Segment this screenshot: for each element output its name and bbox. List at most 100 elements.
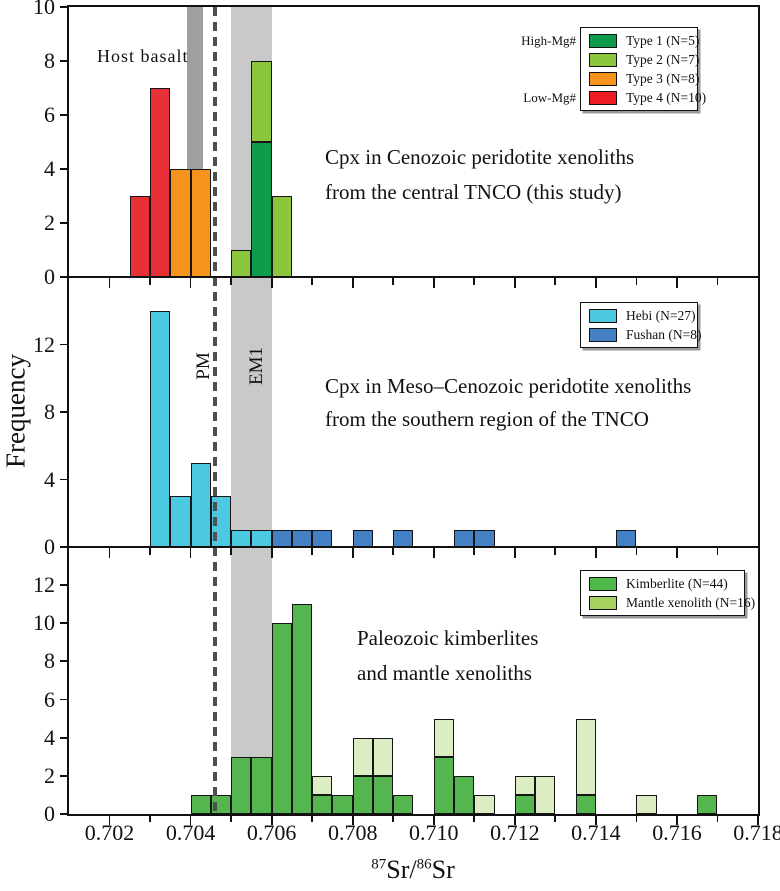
y-axis-tick-label: 2 bbox=[44, 762, 55, 788]
legend-item: Kimberlite (N=44) bbox=[589, 576, 728, 591]
histogram-bar bbox=[514, 794, 536, 814]
x-axis-minor-tick bbox=[392, 278, 395, 285]
y-axis-tick bbox=[60, 343, 69, 346]
legend-swatch bbox=[589, 327, 617, 342]
panel-annotation: and mantle xenoliths bbox=[357, 661, 532, 685]
legend-label: Type 2 (N=7) bbox=[626, 52, 700, 67]
y-axis-tick-label: 4 bbox=[44, 466, 55, 492]
x-axis-major-tick bbox=[513, 278, 516, 288]
x-axis-title-superscript-86: 86 bbox=[416, 856, 432, 873]
x-axis-major-tick bbox=[189, 548, 192, 558]
legend-item: Type 3 (N=8) bbox=[589, 71, 699, 86]
y-axis-tick-label: 0 bbox=[44, 801, 55, 826]
histogram-bar bbox=[454, 775, 475, 814]
y-axis-tick bbox=[60, 411, 69, 413]
y-axis-tick-label: 12 bbox=[33, 331, 55, 357]
legend-label: Type 3 (N=8) bbox=[626, 71, 700, 86]
y-axis-tick bbox=[60, 660, 69, 663]
panel-annotation: Paleozoic kimberlites bbox=[357, 626, 539, 650]
histogram-bar bbox=[190, 794, 211, 814]
legend-label: Fushan (N=8) bbox=[626, 327, 702, 342]
x-axis-major-tick bbox=[189, 815, 192, 825]
x-axis-minor-tick bbox=[716, 278, 719, 285]
x-axis-major-tick bbox=[594, 278, 597, 288]
x-axis-minor-tick bbox=[716, 815, 719, 822]
legend-item: Type 1 (N=5) bbox=[589, 33, 699, 48]
x-axis-minor-tick bbox=[635, 278, 638, 285]
histogram-bar bbox=[575, 718, 596, 795]
x-axis-tick-label: 0.704 bbox=[165, 820, 216, 845]
legend-label: Type 4 (N=10) bbox=[626, 90, 707, 105]
y-axis-tick-label: 8 bbox=[44, 648, 55, 674]
y-axis-tick bbox=[60, 774, 69, 777]
y-axis-tick bbox=[60, 168, 69, 170]
histogram-bar bbox=[312, 775, 333, 795]
histogram-bar bbox=[474, 794, 495, 814]
y-axis-tick-label: 0 bbox=[44, 264, 55, 289]
x-axis-major-tick bbox=[594, 548, 597, 558]
x-axis-tick-label: 0.702 bbox=[84, 820, 135, 845]
x-axis-major-tick bbox=[513, 815, 516, 825]
x-axis-major-tick bbox=[270, 548, 273, 558]
x-axis-major-tick bbox=[108, 548, 111, 558]
legend-swatch bbox=[589, 576, 617, 591]
x-axis-major-tick bbox=[189, 278, 192, 288]
y-axis-tick-label: 4 bbox=[44, 724, 55, 750]
x-axis-minor-tick bbox=[149, 548, 151, 555]
panel-annotation: Cpx in Cenozoic peridotite xenoliths bbox=[325, 145, 635, 169]
x-axis-minor-tick bbox=[392, 815, 395, 822]
histogram-bar bbox=[231, 756, 252, 814]
histogram-bar bbox=[352, 775, 373, 814]
x-axis-minor-tick bbox=[230, 815, 232, 822]
x-axis-minor-tick bbox=[554, 815, 557, 822]
y-axis-tick-label: 8 bbox=[44, 399, 55, 424]
x-axis-minor-tick bbox=[311, 548, 314, 555]
x-axis-tick-label: 0.706 bbox=[246, 820, 297, 845]
y-axis-tick bbox=[60, 60, 69, 62]
legend-label: Hebi (N=27) bbox=[626, 308, 696, 323]
x-axis-minor-tick bbox=[230, 548, 232, 555]
x-axis-minor-tick bbox=[554, 278, 557, 285]
histogram-bar bbox=[433, 756, 454, 814]
y-axis-tick bbox=[60, 6, 69, 8]
histogram-bar bbox=[393, 794, 414, 814]
x-axis-minor-tick bbox=[635, 815, 638, 822]
histogram-bar bbox=[332, 794, 353, 814]
y-axis-tick-label: 4 bbox=[44, 156, 55, 181]
x-axis-major-tick bbox=[432, 815, 435, 825]
y-axis-tick bbox=[60, 736, 69, 739]
histogram-bar bbox=[271, 623, 292, 814]
y-axis-tick-label: 2 bbox=[44, 210, 55, 235]
y-axis-tick-label: 10 bbox=[33, 0, 55, 19]
x-axis-minor-tick bbox=[149, 278, 151, 285]
pm-dashed-line bbox=[213, 7, 217, 814]
x-axis-minor-tick bbox=[635, 548, 638, 555]
x-axis-tick-label: 0.708 bbox=[327, 820, 378, 845]
panel-separator bbox=[69, 276, 758, 278]
histogram-bar bbox=[535, 775, 556, 814]
histogram-bar bbox=[352, 737, 373, 776]
x-axis-major-tick bbox=[351, 278, 354, 288]
panel-annotation: from the southern region of the TNCO bbox=[325, 407, 649, 431]
y-axis-tick bbox=[60, 222, 69, 224]
x-axis-minor-tick bbox=[311, 278, 314, 285]
y-axis-tick-label: 10 bbox=[33, 610, 55, 636]
histogram-bar bbox=[372, 775, 394, 814]
y-axis-tick bbox=[60, 622, 69, 625]
x-axis-major-tick bbox=[108, 815, 111, 825]
y-axis-tick bbox=[60, 813, 69, 815]
legend-swatch bbox=[589, 71, 617, 86]
x-axis-major-tick bbox=[351, 548, 354, 558]
x-axis-minor-tick bbox=[473, 278, 476, 285]
panel-annotation: from the central TNCO (this study) bbox=[325, 180, 622, 204]
x-axis-major-tick bbox=[108, 278, 111, 288]
x-axis-title-superscript-87: 87 bbox=[371, 856, 387, 873]
histogram-bar bbox=[636, 794, 657, 814]
y-axis-tick bbox=[60, 698, 69, 701]
legend-label: Type 1 (N=5) bbox=[626, 33, 700, 48]
x-axis-tick-label: 0.718 bbox=[733, 820, 780, 845]
y-axis-tick-label: 0 bbox=[44, 534, 55, 559]
y-axis-tick bbox=[60, 114, 69, 116]
x-axis-tick-label: 0.710 bbox=[409, 820, 459, 845]
histogram-bar bbox=[251, 756, 272, 814]
